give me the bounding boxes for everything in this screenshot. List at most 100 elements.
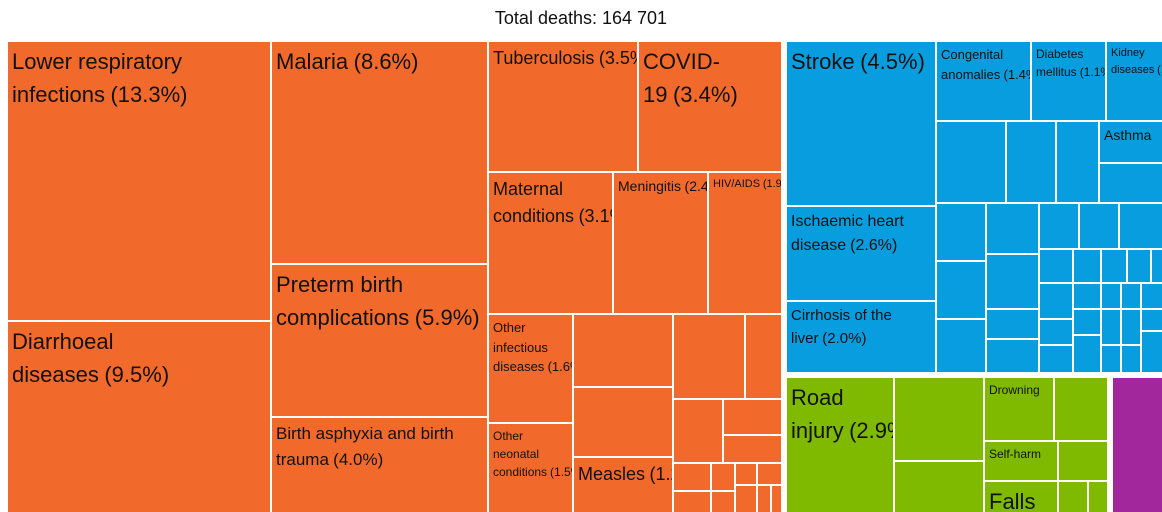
- tile: [1102, 284, 1120, 308]
- tile-label: Meningitis: [618, 178, 682, 194]
- tile: [574, 315, 672, 386]
- tile: [1040, 250, 1072, 282]
- tile: [1040, 204, 1078, 248]
- value-label: (1.5%): [550, 465, 572, 479]
- tile: Self-harm: [985, 442, 1057, 480]
- tile: [1100, 164, 1162, 202]
- tile: Diarrhoeal diseases (9.5%): [8, 322, 270, 512]
- tile-label: Stroke: [791, 49, 855, 74]
- tile: [937, 262, 985, 318]
- tile: [1142, 284, 1162, 308]
- tile: [1074, 250, 1100, 282]
- tile-label: Lower respiratory infections: [12, 49, 182, 107]
- tile: [895, 462, 983, 512]
- tile-label: Asthma: [1104, 127, 1152, 143]
- value-label: (8.6%): [353, 49, 419, 74]
- tile: [574, 388, 672, 456]
- tile: [1057, 122, 1098, 202]
- tile: [1122, 310, 1140, 344]
- value-label: (2.4%): [684, 178, 707, 194]
- tile: Other infectious diseases(1.6%): [489, 315, 572, 422]
- tile: [1089, 482, 1107, 512]
- tile-label: Diabetes mellitus: [1036, 47, 1084, 79]
- tile: [674, 464, 710, 490]
- tile: Drowning: [985, 378, 1053, 440]
- value-label: (1.2%): [649, 464, 672, 484]
- tile: [736, 486, 756, 512]
- tile: [1142, 332, 1162, 372]
- tile: [987, 340, 1038, 372]
- tile: HIV/AIDS(1.9%): [709, 173, 781, 313]
- tile-label: Congenital anomalies: [941, 47, 1004, 82]
- tile: [746, 315, 781, 398]
- tile: [758, 486, 770, 512]
- tile: [937, 122, 1005, 202]
- tile: [1040, 346, 1072, 372]
- tile: Falls: [985, 482, 1057, 512]
- tile-label: Falls: [989, 489, 1036, 512]
- tile: [1152, 250, 1162, 282]
- tile: Tuberculosis(3.5%): [489, 42, 637, 171]
- tile-label: Self-harm: [989, 447, 1042, 461]
- value-label: (9.5%): [104, 362, 170, 387]
- tile-label: Tuberculosis: [493, 48, 595, 68]
- tile-label: Other infectious diseases: [493, 320, 548, 374]
- tile-label: Drowning: [989, 383, 1040, 397]
- tile: Cirrhosis of the liver (2.0%): [787, 302, 935, 372]
- tile: Asthma: [1100, 122, 1162, 162]
- tile-label: Maternal conditions: [493, 179, 575, 226]
- tile: [987, 204, 1038, 253]
- tile: [1040, 320, 1072, 344]
- tile-label: Cirrhosis of the liver: [791, 307, 892, 347]
- tile: [1113, 378, 1162, 512]
- tile: [1059, 482, 1087, 512]
- tile: [1040, 284, 1072, 318]
- tile: [937, 204, 985, 260]
- tile-label: Measles: [578, 464, 646, 484]
- tile: Lower respiratory infections (13.3%): [8, 42, 270, 320]
- chart-title: Total deaths: 164 701: [494, 8, 668, 28]
- value-label: (13.3%): [110, 82, 188, 107]
- tile: [772, 486, 781, 512]
- tile-label: Road injury: [791, 385, 844, 443]
- value-label: (1.4%): [1003, 66, 1030, 82]
- tile: [1102, 346, 1120, 372]
- tile: [1059, 442, 1107, 480]
- tile: [1102, 250, 1126, 282]
- tile: [674, 492, 710, 512]
- tile: [1122, 284, 1140, 308]
- tile-label: Birth asphyxia and birth trauma: [276, 424, 454, 469]
- tile: Measles(1.2%): [574, 458, 672, 512]
- tile: [1102, 310, 1120, 344]
- tile: Preterm birth complications (5.9%): [272, 265, 487, 416]
- tile: [1120, 204, 1162, 248]
- tile: COVID-19 (3.4%): [639, 42, 781, 171]
- tile: [1142, 310, 1162, 330]
- tile: Other neonatal conditions(1.5%): [489, 424, 572, 512]
- tile-label: HIV/AIDS: [713, 178, 761, 190]
- tile: [1122, 346, 1140, 372]
- tile: [1074, 284, 1100, 308]
- tile: Congenital anomalies(1.4%): [937, 42, 1030, 120]
- tile: Maternal conditions(3.1%): [489, 173, 612, 313]
- tile-label: Malaria: [276, 49, 349, 74]
- tile: [987, 310, 1038, 338]
- tile: [758, 464, 781, 484]
- tile: [712, 464, 734, 490]
- value-label: (2.0%): [822, 329, 867, 347]
- tile: [937, 320, 985, 372]
- tile-label: Ischaemic heart disease: [791, 213, 904, 254]
- value-label: (2.9%): [849, 418, 893, 443]
- tile: Diabetes mellitus(1.1%): [1032, 42, 1105, 120]
- value-label: (1.0%): [1157, 63, 1162, 76]
- value-label: (2.6%): [850, 237, 898, 254]
- tile: [674, 400, 722, 462]
- value-label: (3.4%): [672, 82, 738, 107]
- value-label: (4.0%): [333, 449, 384, 469]
- tile: Malaria (8.6%): [272, 42, 487, 263]
- value-label: (5.9%): [414, 305, 480, 330]
- tile: [1128, 250, 1150, 282]
- value-label: (4.5%): [860, 49, 925, 74]
- tile: [1074, 336, 1100, 372]
